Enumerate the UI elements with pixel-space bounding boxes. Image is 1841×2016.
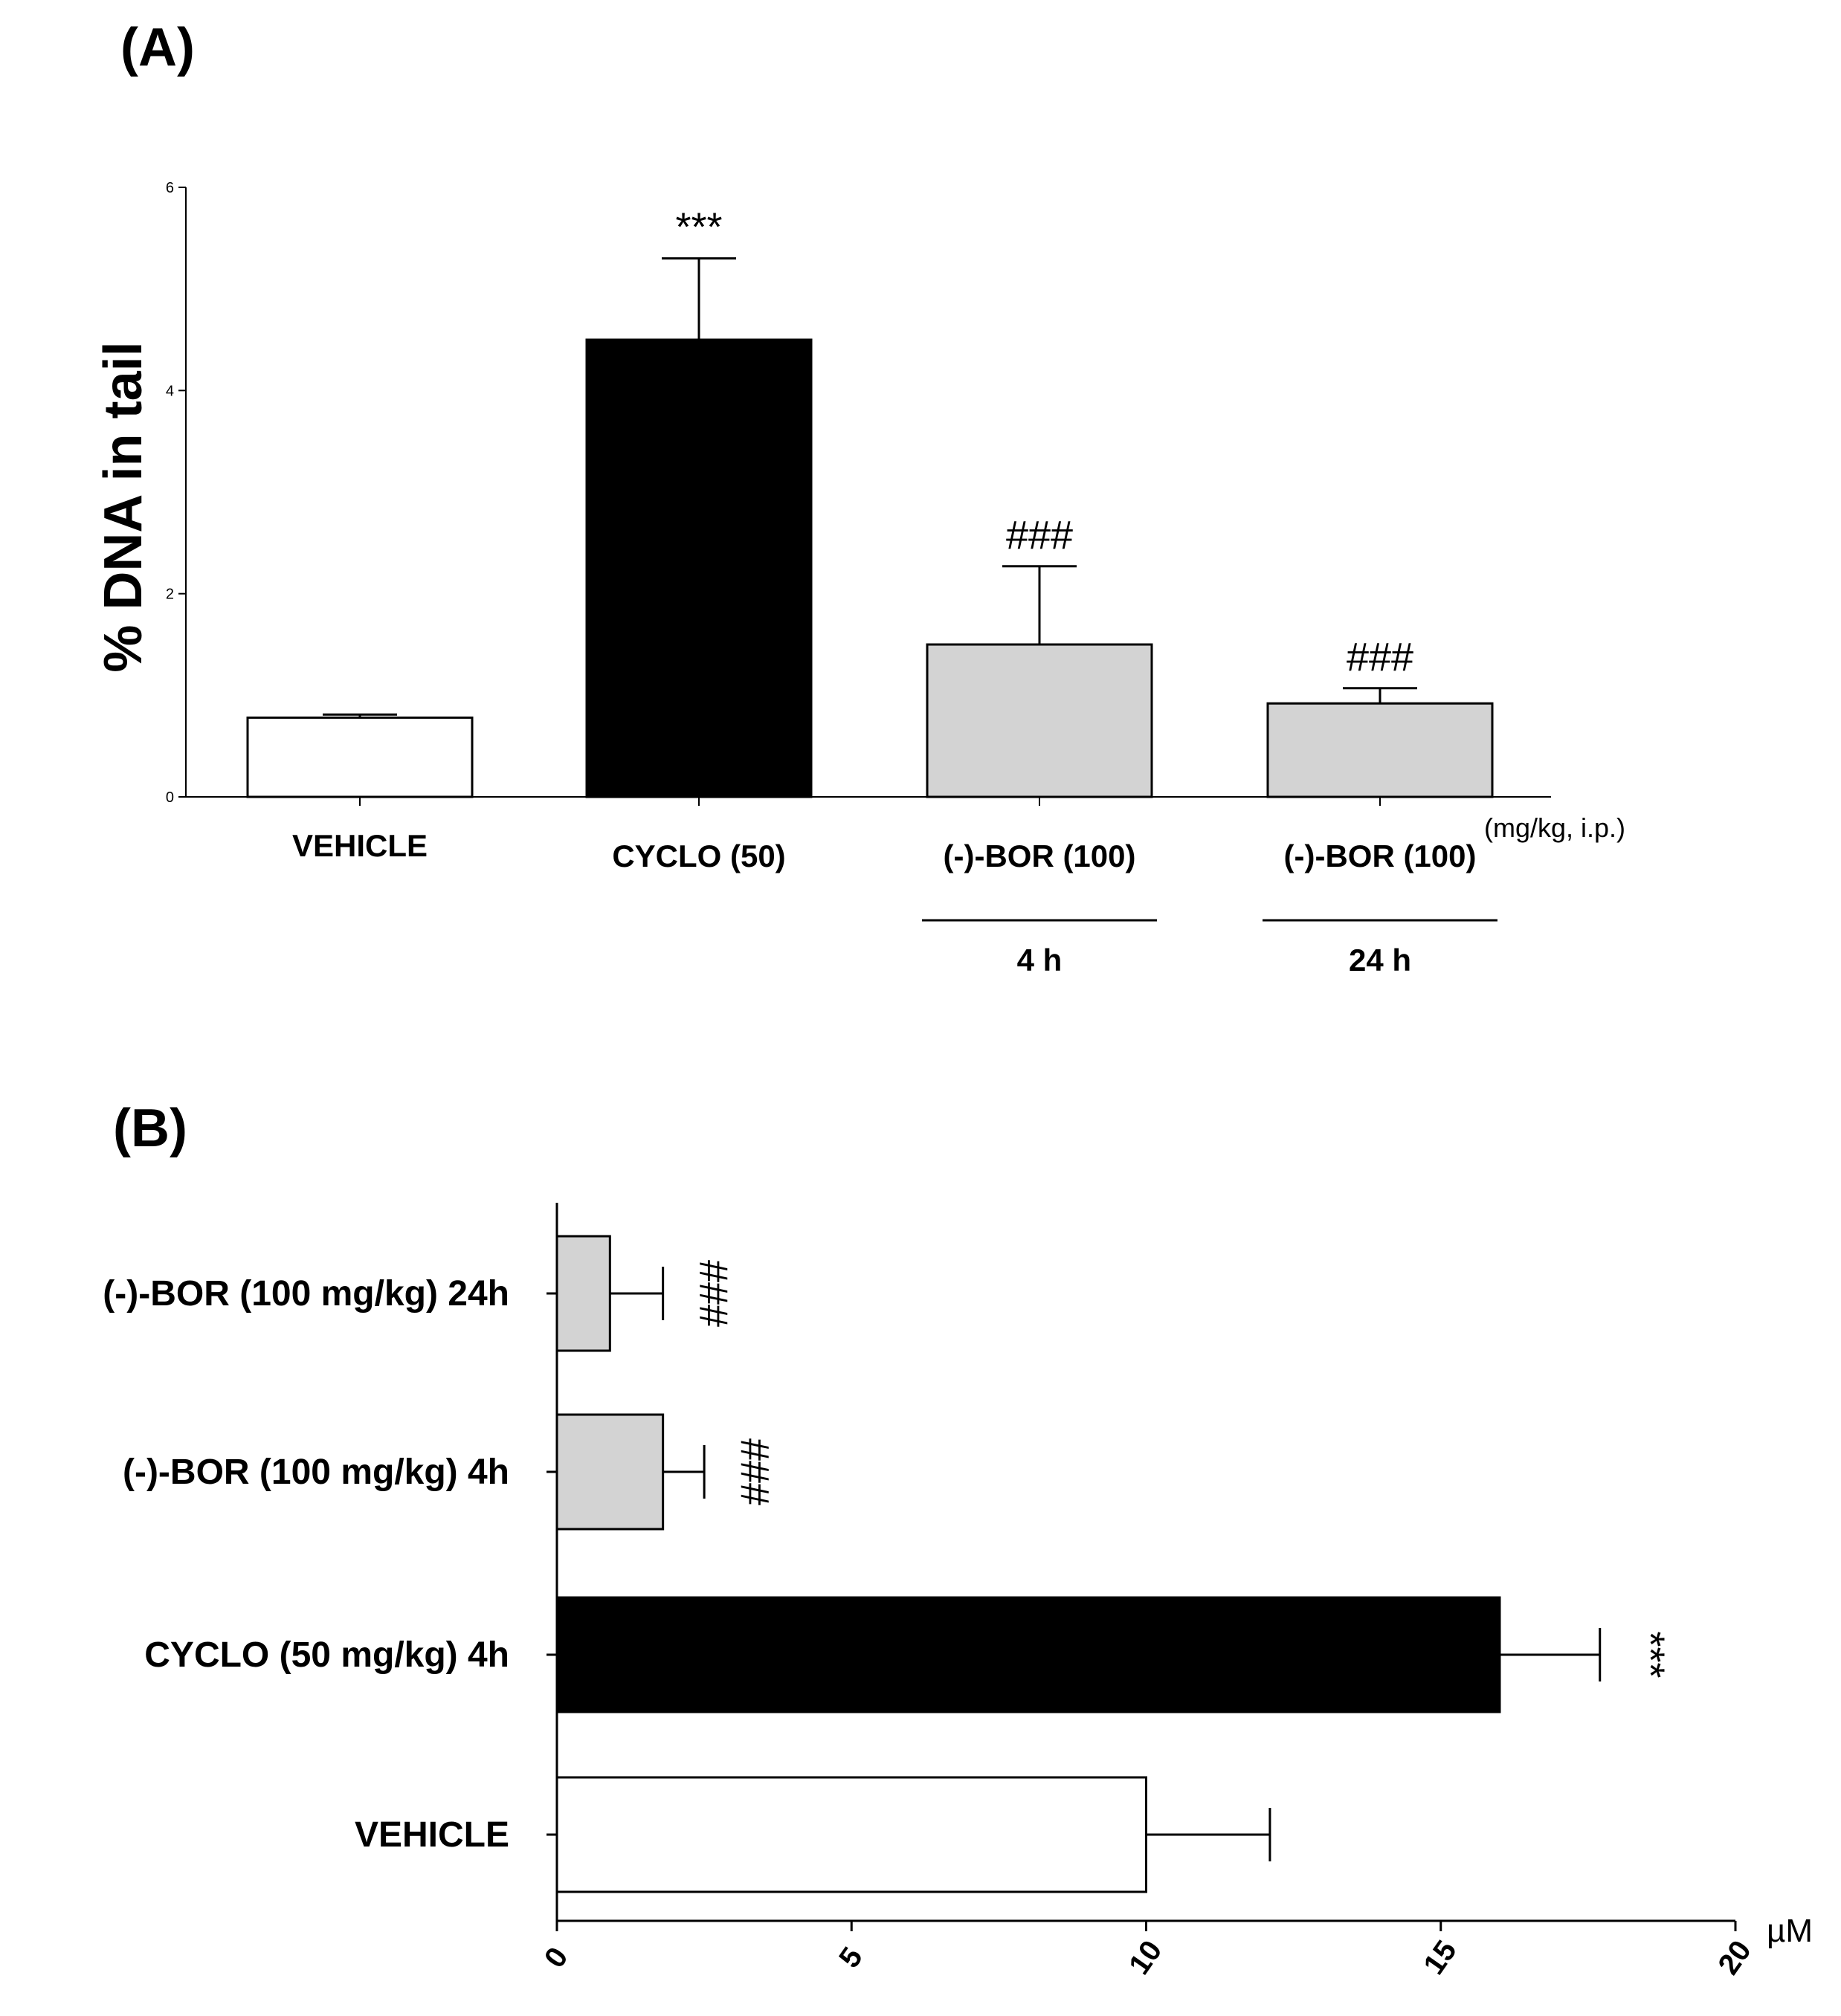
panel-a-bar [926, 643, 1153, 798]
panel-a-bar [585, 338, 813, 798]
panel-b-x-tick-label: 5 [833, 1942, 869, 1974]
panel-a-y-tick-label: 2 [166, 587, 174, 603]
panel-a-y-tick-label: 6 [166, 180, 174, 196]
panel-b-x-axis-unit: µM [1767, 1913, 1813, 1949]
panel-b-significance-marker: *** [1628, 1631, 1673, 1678]
panel-b-significance-marker: ### [691, 1260, 736, 1327]
panel-a-bar [1266, 702, 1494, 798]
panel-a-time-label: 4 h [1017, 943, 1063, 978]
panel-a-bar [246, 716, 474, 798]
panel-b-category-label: CYCLO (50 mg/kg) 4h [144, 1635, 509, 1675]
panel-b-category-label: (-)-BOR (100 mg/kg) 24h [103, 1274, 509, 1314]
panel-a-time-label: 24 h [1349, 943, 1411, 978]
panel-a-category-label: VEHICLE [292, 828, 428, 863]
panel-b-bar [555, 1235, 611, 1352]
panel-b-bar [555, 1776, 1147, 1893]
panel-b-x-tick-label: 10 [1123, 1935, 1169, 1981]
panel-b-category-label: VEHICLE [355, 1815, 509, 1855]
panel-a-y-axis-label: % DNA in tail [94, 341, 153, 672]
panel-a-category-label: (-)-BOR (100) [944, 839, 1136, 873]
panel-a-plot: 0 2 4 6 *** ### ### VEHICLE CYCLO (50) (-)-BOR (1… [166, 180, 1551, 978]
panel-a-unit-note: (mg/kg, i.p.) [1484, 812, 1625, 843]
panel-a-significance-marker: ### [1347, 635, 1413, 679]
panel-b-category-label: (-)-BOR (100 mg/kg) 4h [123, 1453, 509, 1492]
panel-b-label: (B) [113, 1099, 187, 1158]
panel-b-bar [555, 1596, 1501, 1713]
panel-a-y-tick-label: 4 [166, 383, 174, 399]
panel-a-category-label: (-)-BOR (100) [1284, 839, 1477, 873]
panel-b-x-tick-label: 0 [538, 1942, 575, 1974]
panel-a-category-label: CYCLO (50) [612, 839, 785, 873]
panel-b-significance-marker: ### [732, 1438, 777, 1505]
panel-a-y-tick-label: 0 [166, 789, 174, 806]
panel-a-significance-marker: *** [675, 205, 722, 250]
panel-a-label: (A) [120, 18, 195, 77]
panel-b-plot: 0 5 10 15 20 (-)-BOR (100 mg/kg) 24h ### (-)-BO… [103, 1203, 1758, 1980]
panel-b-x-tick-label: 15 [1417, 1935, 1463, 1981]
panel-b-x-tick-label: 20 [1712, 1935, 1758, 1981]
panel-a-significance-marker: ### [1006, 513, 1073, 558]
panel-b-bar [555, 1413, 665, 1531]
